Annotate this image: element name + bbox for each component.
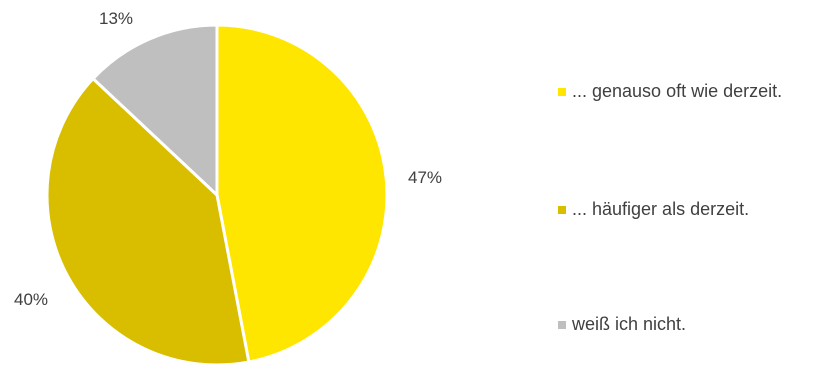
legend-swatch-weiss-nicht xyxy=(558,320,566,329)
pie-slice-genauso xyxy=(215,23,389,364)
legend-label-weiss-nicht: weiß ich nicht. xyxy=(572,314,687,334)
pie-slice-haeufiger xyxy=(45,77,251,367)
pie-data-labels: 47% 40% 13% xyxy=(14,9,442,309)
pie-slices xyxy=(45,23,389,367)
data-label-haeufiger: 40% xyxy=(14,290,48,309)
legend-item-haeufiger: ... häufiger als derzeit. xyxy=(558,199,749,220)
legend-item-weiss-nicht: weiß ich nicht. xyxy=(558,314,686,335)
data-label-genauso: 47% xyxy=(408,168,442,187)
legend-swatch-haeufiger xyxy=(558,205,566,214)
legend-item-genauso: ... genauso oft wie derzeit. xyxy=(558,81,782,102)
legend-label-genauso: ... genauso oft wie derzeit. xyxy=(572,81,783,101)
legend-swatch-genauso xyxy=(558,87,566,96)
legend-label-haeufiger: ... häufiger als derzeit. xyxy=(572,199,750,219)
data-label-weiss-nicht: 13% xyxy=(99,9,133,28)
pie-slice-weiss-nicht xyxy=(91,23,219,197)
legend: ... genauso oft wie derzeit. ... häufige… xyxy=(558,0,823,367)
